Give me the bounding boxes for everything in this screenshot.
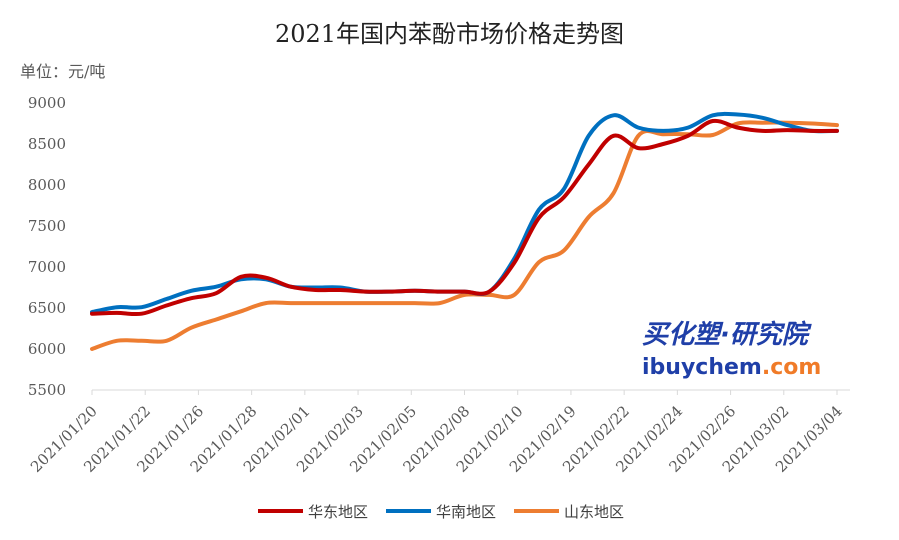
y-tick-label: 6000 bbox=[28, 340, 66, 358]
legend-label: 山东地区 bbox=[564, 503, 624, 521]
watermark-url-suffix: .com bbox=[762, 355, 821, 380]
y-tick-label: 6500 bbox=[28, 299, 66, 317]
x-axis: 2021/01/202021/01/222021/01/262021/01/28… bbox=[27, 390, 846, 476]
y-tick-label: 8500 bbox=[28, 135, 66, 153]
y-tick-label: 8000 bbox=[28, 176, 66, 194]
legend: 华东地区 华南地区 山东地区 bbox=[258, 503, 624, 521]
y-tick-label: 5500 bbox=[28, 381, 66, 399]
watermark-url: ibuychem.com bbox=[642, 355, 821, 380]
series-line-3 bbox=[90, 120, 839, 351]
y-tick-label: 9000 bbox=[28, 94, 66, 112]
watermark: 买化塑·研究院 ibuychem.com bbox=[642, 320, 821, 380]
legend-item: 华南地区 bbox=[386, 503, 496, 521]
watermark-logo-text: 买化塑·研究院 bbox=[642, 320, 812, 350]
y-unit-label: 单位：元/吨 bbox=[20, 62, 106, 81]
y-tick-label: 7000 bbox=[28, 258, 66, 276]
series-layer bbox=[90, 111, 839, 351]
series-line-2 bbox=[90, 111, 839, 315]
y-axis: 5500 6000 6500 7000 7500 8000 8500 9000 bbox=[28, 94, 66, 399]
chart-title: 2021年国内苯酚市场价格走势图 bbox=[274, 20, 625, 48]
watermark-url-prefix: ibuychem bbox=[642, 355, 762, 380]
legend-item: 华东地区 bbox=[258, 503, 368, 521]
legend-label: 华南地区 bbox=[436, 503, 496, 521]
y-tick-label: 7500 bbox=[28, 217, 66, 235]
series-line-1 bbox=[90, 118, 839, 317]
legend-label: 华东地区 bbox=[308, 503, 368, 521]
legend-item: 山东地区 bbox=[514, 503, 624, 521]
